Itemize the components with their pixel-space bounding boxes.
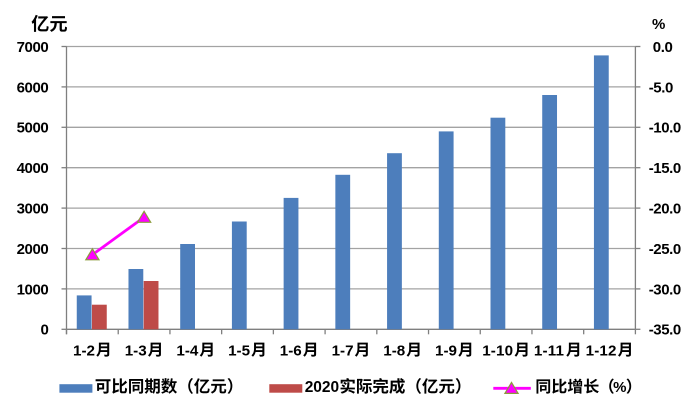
svg-text:1-11: 1-11 xyxy=(534,342,565,359)
svg-text:-30.0: -30.0 xyxy=(649,281,681,298)
svg-text:-5.0: -5.0 xyxy=(649,79,673,96)
svg-text:-20.0: -20.0 xyxy=(649,201,681,218)
svg-text:1-3: 1-3 xyxy=(125,342,147,359)
svg-text:3000: 3000 xyxy=(17,201,49,218)
svg-text:1-2: 1-2 xyxy=(73,342,95,359)
svg-text:6000: 6000 xyxy=(17,79,49,96)
svg-text:1-12: 1-12 xyxy=(586,342,617,359)
svg-text:-25.0: -25.0 xyxy=(649,241,681,258)
svg-text:0.0: 0.0 xyxy=(653,39,673,56)
svg-text:1-7: 1-7 xyxy=(332,342,354,359)
svg-text:-35.0: -35.0 xyxy=(649,322,681,339)
svg-text:%: % xyxy=(652,16,665,33)
svg-text:1-6: 1-6 xyxy=(280,342,302,359)
svg-text:1-4: 1-4 xyxy=(176,342,199,359)
svg-text:4000: 4000 xyxy=(17,160,49,177)
svg-text:1-10: 1-10 xyxy=(482,342,513,359)
svg-text:2020: 2020 xyxy=(305,379,339,396)
svg-text:5000: 5000 xyxy=(17,120,49,137)
svg-text:-10.0: -10.0 xyxy=(649,120,681,137)
svg-text:2000: 2000 xyxy=(17,241,49,258)
svg-text:1-9: 1-9 xyxy=(435,342,457,359)
svg-text:7000: 7000 xyxy=(17,39,49,56)
svg-text:1000: 1000 xyxy=(17,281,49,298)
svg-text:0: 0 xyxy=(40,322,48,339)
svg-text:1-8: 1-8 xyxy=(383,342,405,359)
svg-text:-15.0: -15.0 xyxy=(649,160,681,177)
svg-text:1-5: 1-5 xyxy=(228,342,251,359)
svg-text:%: % xyxy=(613,379,626,396)
